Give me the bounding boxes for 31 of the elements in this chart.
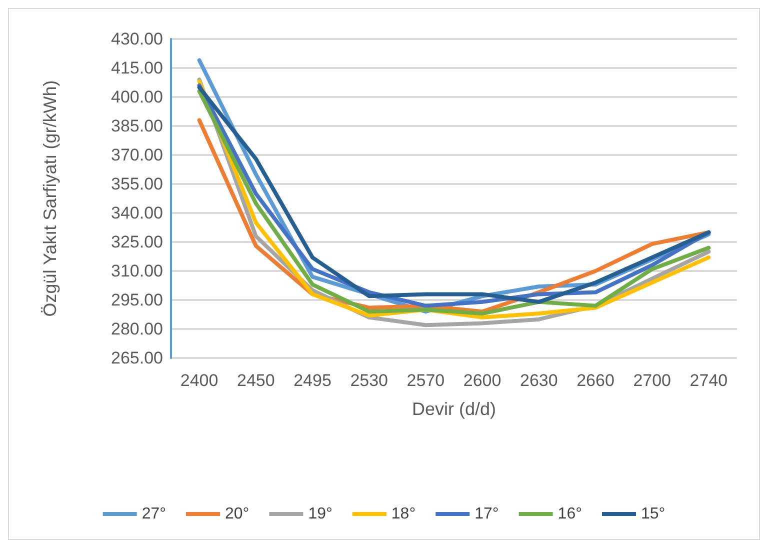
- y-tick-label: 280.00: [111, 320, 163, 338]
- legend-label: 20°: [225, 506, 250, 522]
- x-tick-label: 2530: [350, 371, 388, 390]
- x-tick-label: 2570: [406, 371, 445, 390]
- y-tick-label: 370.00: [111, 146, 163, 164]
- y-tick-label: 400.00: [111, 88, 163, 106]
- y-tick-label: 295.00: [111, 290, 163, 310]
- y-tick-label: 310.00: [111, 262, 163, 280]
- x-tick-label: 2660: [576, 371, 614, 390]
- x-tick-label: 2600: [463, 371, 502, 390]
- y-tick-label: 430.00: [111, 30, 163, 48]
- y-tick-label: 385.00: [111, 116, 163, 136]
- legend-label: 19°: [308, 506, 332, 522]
- x-tick-label: 2700: [633, 371, 672, 390]
- x-axis-title: Devir (d/d): [412, 399, 496, 419]
- x-tick-label: 2495: [294, 371, 332, 390]
- legend-label: 16°: [558, 506, 582, 522]
- y-tick-label: 355.00: [111, 174, 163, 194]
- legend-label: 17°: [474, 506, 499, 522]
- y-tick-label: 340.00: [111, 204, 163, 222]
- x-tick-label: 2400: [180, 371, 218, 390]
- x-tick-label: 2450: [236, 371, 275, 390]
- y-tick-label: 265.00: [111, 348, 163, 368]
- legend-label: 27°: [142, 506, 166, 522]
- legend-label: 15°: [640, 506, 666, 522]
- x-tick-label: 2740: [690, 371, 728, 390]
- x-tick-label: 2630: [520, 371, 558, 390]
- y-tick-label: 325.00: [111, 232, 163, 252]
- legend-label: 18°: [391, 506, 416, 522]
- y-axis-title: Özgül Yakıt Sarfiyatı (gr/kWh): [40, 80, 60, 317]
- y-tick-label: 415.00: [111, 58, 163, 78]
